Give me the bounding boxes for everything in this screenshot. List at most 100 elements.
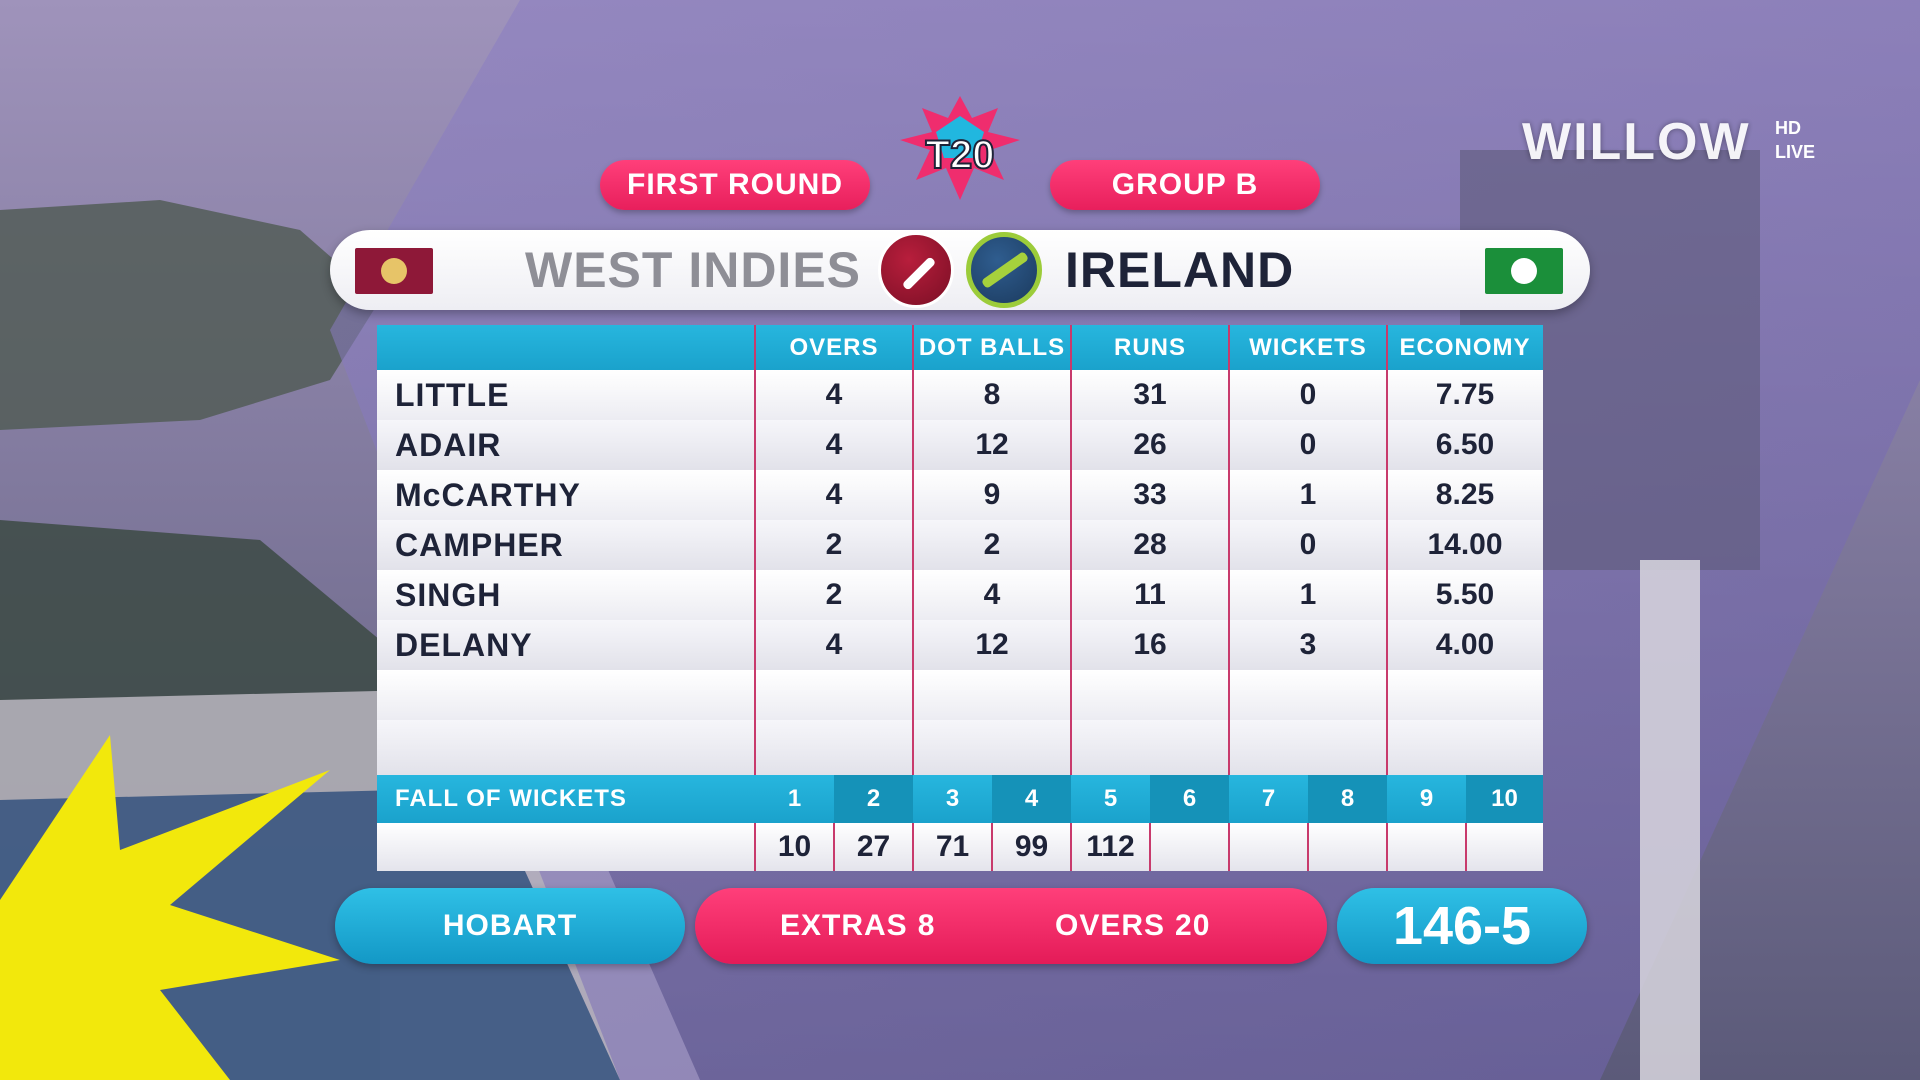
round-badge: FIRST ROUND <box>600 160 870 210</box>
wicket-score: 27 <box>856 830 891 863</box>
venue-badge: HOBART <box>335 888 685 964</box>
wickets-value: 1 <box>1299 478 1317 511</box>
runs-value: 33 <box>1133 478 1167 511</box>
wicket-number: 4 <box>992 775 1071 823</box>
table-header: OVERS DOT BALLS RUNS WICKETS ECONOMY <box>377 325 1543 370</box>
economy-value: 8.25 <box>1435 478 1495 511</box>
table-row: LITTLE 4 8 31 0 7.75 <box>377 370 1543 420</box>
table-row: McCARTHY 4 9 33 1 8.25 <box>377 470 1543 520</box>
wickets-value: 0 <box>1299 378 1317 411</box>
wicket-number: 1 <box>787 785 802 812</box>
wicket-number: 9 <box>1419 785 1434 812</box>
bowler-name: DELANY <box>395 627 533 663</box>
t20-logo-text: T20 <box>926 133 995 177</box>
runs-value: 11 <box>1134 578 1166 611</box>
overs-value: 4 <box>825 378 843 411</box>
fow-divider <box>1228 823 1230 871</box>
t20-world-cup-logo: T20 <box>900 96 1020 200</box>
wickets-value: 1 <box>1299 578 1317 611</box>
fall-of-wickets-header: FALL OF WICKETS 1 2 3 4 5 6 7 8 9 10 <box>377 775 1543 823</box>
col-head-wickets: WICKETS <box>1249 334 1367 361</box>
bowler-name: CAMPHER <box>395 527 564 563</box>
economy-value: 5.50 <box>1435 578 1495 611</box>
fow-divider <box>754 823 756 871</box>
table-row-empty <box>377 720 1543 775</box>
col-head-dot-balls: DOT BALLS <box>918 334 1066 361</box>
col-head-runs: RUNS <box>1113 334 1186 361</box>
col-head-economy: ECONOMY <box>1399 334 1531 361</box>
dot-balls-value: 2 <box>983 528 1001 561</box>
overs-value: 4 <box>825 428 843 461</box>
col-head-overs: OVERS <box>789 334 879 361</box>
wicket-score <box>1466 823 1543 871</box>
bowling-scorecard: OVERS DOT BALLS RUNS WICKETS ECONOMY LIT… <box>377 325 1543 875</box>
table-row: ADAIR 4 12 26 0 6.50 <box>377 420 1543 470</box>
overs-value: 20 <box>1175 909 1211 942</box>
dot-balls-value: 8 <box>983 378 1001 411</box>
bowler-name: ADAIR <box>395 427 502 463</box>
wicket-number: 10 <box>1466 775 1543 823</box>
wicket-score: 10 <box>777 830 812 863</box>
wicket-number: 8 <box>1308 775 1387 823</box>
wicket-number: 2 <box>834 775 913 823</box>
group-badge: GROUP B <box>1050 160 1320 210</box>
overs-value: 2 <box>825 578 843 611</box>
overs-label: OVERS <box>1055 909 1166 942</box>
extras-value: 8 <box>917 909 936 942</box>
wicket-number: 3 <box>945 785 960 812</box>
wicket-number: 7 <box>1261 785 1276 812</box>
economy-value: 7.75 <box>1435 378 1495 411</box>
wickets-value: 3 <box>1299 628 1317 661</box>
bowler-name: McCARTHY <box>395 477 581 513</box>
overs-value: 4 <box>825 628 843 661</box>
overs-value: 4 <box>825 478 843 511</box>
wicket-score: 71 <box>935 830 970 863</box>
wicket-number: 6 <box>1150 775 1229 823</box>
economy-value: 4.00 <box>1435 628 1495 661</box>
dot-balls-value: 4 <box>983 578 1001 611</box>
team-bar: WEST INDIES IRELAND <box>330 230 1590 310</box>
bowling-team-name: IRELAND <box>1065 242 1295 298</box>
column-divider <box>912 325 914 777</box>
bowler-name: LITTLE <box>395 377 510 413</box>
dot-balls-value: 12 <box>975 428 1009 461</box>
economy-value: 14.00 <box>1427 528 1503 561</box>
runs-value: 26 <box>1133 428 1167 461</box>
fall-of-wickets-values: 10 27 71 99 112 <box>377 823 1543 871</box>
fow-divider <box>1465 823 1467 871</box>
wicket-score <box>1387 823 1466 871</box>
willow-logo: WILLOW <box>1522 113 1751 171</box>
table-row: SINGH 2 4 11 1 5.50 <box>377 570 1543 620</box>
table-row: CAMPHER 2 2 28 0 14.00 <box>377 520 1543 570</box>
wicket-score: 112 <box>1086 830 1135 863</box>
dot-balls-value: 12 <box>975 628 1009 661</box>
runs-value: 31 <box>1133 378 1167 411</box>
column-divider <box>754 325 756 777</box>
runs-value: 16 <box>1133 628 1167 661</box>
overs-info: OVERS 20 <box>1055 888 1210 964</box>
wickets-value: 0 <box>1299 428 1317 461</box>
ireland-flag-icon <box>1485 248 1563 294</box>
total-score-badge: 146-5 <box>1337 888 1587 964</box>
fall-of-wickets-label: FALL OF WICKETS <box>395 785 627 812</box>
fow-divider <box>912 823 914 871</box>
fow-divider <box>1307 823 1309 871</box>
column-divider <box>1070 325 1072 777</box>
runs-value: 28 <box>1133 528 1167 561</box>
wickets-value: 0 <box>1299 528 1317 561</box>
fow-divider <box>833 823 835 871</box>
bat-icon <box>878 232 954 308</box>
extras-label: EXTRAS <box>780 909 908 942</box>
west-indies-flag-icon <box>355 248 433 294</box>
wicket-score <box>1229 823 1308 871</box>
wicket-score <box>1150 823 1229 871</box>
willow-hd-label: HD <box>1775 118 1801 138</box>
wicket-score: 99 <box>1014 830 1049 863</box>
ball-icon <box>966 232 1042 308</box>
batting-team-name: WEST INDIES <box>525 242 862 298</box>
extras-info: EXTRAS 8 <box>780 888 935 964</box>
column-divider <box>1228 325 1230 777</box>
table-row-empty <box>377 670 1543 720</box>
economy-value: 6.50 <box>1435 428 1495 461</box>
dot-balls-value: 9 <box>983 478 1001 511</box>
